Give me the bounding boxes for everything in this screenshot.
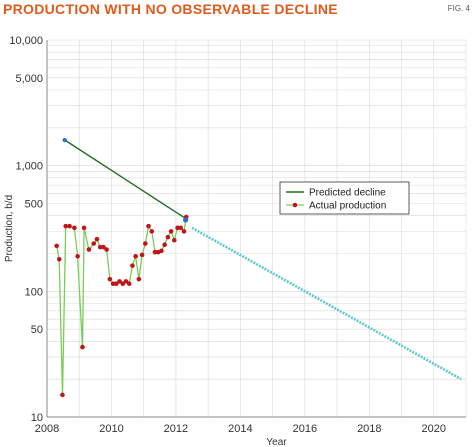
actual-production-point <box>104 247 109 252</box>
actual-production-point <box>60 392 65 398</box>
actual-production-point <box>181 229 187 234</box>
actual-production-point <box>126 281 132 287</box>
actual-production-point <box>178 225 184 231</box>
figure-label: FIG. 4 <box>447 4 470 13</box>
x-tick-label: 2018 <box>357 423 381 435</box>
actual-production-point <box>168 229 174 234</box>
current-point <box>182 217 189 223</box>
actual-production-point <box>123 279 129 284</box>
actual-production-point <box>162 242 167 248</box>
actual-production-point <box>175 225 180 231</box>
legend-label-predicted: Predicted decline <box>309 188 386 199</box>
predicted-decline-line <box>64 139 186 220</box>
actual-production-point <box>159 248 164 254</box>
y-tick-labels: 10 50 100 500 1,000 5,000 10,000 <box>9 35 43 424</box>
legend-label-actual: Actual production <box>309 201 386 212</box>
y-axis-label: Production, b/d <box>4 195 15 262</box>
forecast-line <box>191 226 462 381</box>
legend-marker-actual <box>292 202 298 208</box>
actual-production-point <box>120 281 126 287</box>
x-tick-label: 2016 <box>293 423 317 435</box>
x-tick-label: 2014 <box>228 423 252 435</box>
y-tick-label: 100 <box>25 286 43 298</box>
actual-production-point <box>172 237 177 243</box>
actual-production-point <box>165 234 171 240</box>
actual-production-point <box>80 344 85 350</box>
y-tick-label: 5,000 <box>15 73 43 85</box>
x-tick-label: 2008 <box>35 423 59 435</box>
actual-production-point <box>94 236 100 242</box>
x-tick-label: 2020 <box>422 423 446 435</box>
actual-production-point <box>97 244 103 250</box>
x-tick-labels: 2008 2010 2012 2014 2016 2018 2020 <box>35 423 446 435</box>
actual-production-point <box>130 263 135 268</box>
actual-production-point <box>101 244 106 250</box>
actual-production-point <box>152 249 158 255</box>
plot-area <box>54 137 462 398</box>
legend-box <box>279 181 410 215</box>
actual-production-point <box>81 225 87 231</box>
actual-production-point <box>143 241 148 246</box>
actual-production-point <box>72 225 77 231</box>
x-tick-label: 2010 <box>99 423 123 435</box>
actual-production-point <box>117 279 122 284</box>
actual-production-point <box>136 276 142 282</box>
y-tick-label: 10 <box>31 412 43 424</box>
y-tick-label: 1,000 <box>15 161 43 173</box>
legend: Predicted decline Actual production <box>279 181 410 215</box>
actual-production-point <box>86 247 92 252</box>
actual-production-point <box>75 254 80 259</box>
actual-production-point <box>63 223 68 229</box>
actual-production-point <box>133 254 138 259</box>
y-tick-label: 10,000 <box>9 35 43 47</box>
chart-title: PRODUCTION WITH NO OBSERVABLE DECLINE <box>3 1 338 17</box>
actual-production-point <box>107 276 113 282</box>
actual-production-line <box>56 217 187 395</box>
actual-production-point <box>110 281 116 287</box>
actual-production-point <box>113 281 119 287</box>
actual-production-point <box>56 256 62 262</box>
actual-production-point <box>91 241 97 246</box>
x-tick-label: 2012 <box>164 423 188 435</box>
y-tick-label: 500 <box>25 198 43 210</box>
actual-production-point <box>146 223 151 229</box>
actual-production-point <box>67 223 72 229</box>
actual-production-point <box>139 252 145 258</box>
predicted-start-point <box>62 137 67 143</box>
x-axis-label: Year <box>266 437 287 447</box>
grid-lines <box>46 39 467 418</box>
y-tick-label: 50 <box>31 324 43 336</box>
actual-production-point <box>54 243 59 249</box>
actual-production-point <box>149 229 155 234</box>
